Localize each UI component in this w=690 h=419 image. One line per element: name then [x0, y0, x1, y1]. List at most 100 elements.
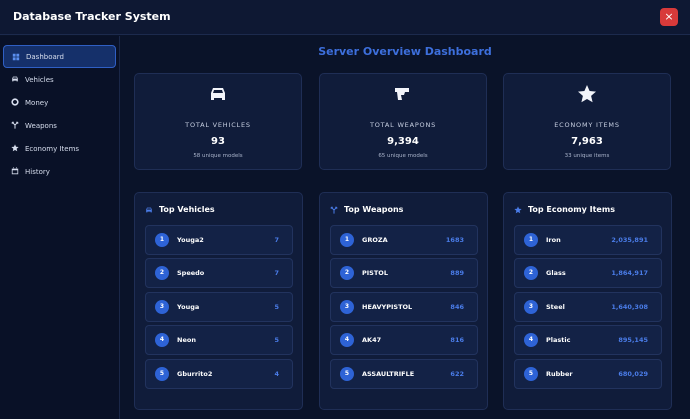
item-value: 5	[274, 336, 279, 345]
rank-badge: 3	[524, 299, 538, 314]
item-name: Youga2	[177, 236, 204, 244]
close-button[interactable]: ×	[660, 8, 678, 26]
item-name: Rubber	[546, 369, 573, 378]
nav-item[interactable]: History	[3, 160, 116, 183]
stat-label: TOTAL VEHICLES	[185, 121, 251, 129]
icon-shape	[11, 98, 19, 106]
rank-badge: 4	[340, 333, 354, 348]
stat-value: 93	[211, 136, 225, 147]
icon-shape	[11, 121, 19, 129]
item-value: 1,864,917	[611, 269, 648, 278]
list-row: 2 PISTOL 889	[330, 258, 478, 289]
icon-shape	[395, 88, 409, 100]
list-row: 3 HEAVYPISTOL 846	[330, 291, 478, 322]
stat-value: 9,394	[387, 136, 419, 147]
icon-shape	[12, 53, 20, 61]
item-name: Speedo	[177, 269, 205, 278]
item-name: Glass	[546, 269, 566, 278]
icon-shape	[211, 88, 225, 100]
list-row: 1 Youga2 7	[145, 225, 293, 255]
nav-item[interactable]: Money	[3, 91, 116, 114]
rank-badge: 5	[155, 366, 169, 381]
list-row: 1 Iron 2,035,891	[514, 225, 662, 255]
item-value: 4	[274, 369, 279, 378]
header: Database Tracker System ×	[0, 0, 690, 35]
item-name: PISTOL	[362, 269, 388, 278]
stat-subtext: 33 unique items	[564, 153, 610, 159]
list-row: 3 Youga 5	[145, 291, 293, 322]
item-name: Iron	[546, 236, 561, 244]
rank-badge: 3	[155, 299, 169, 314]
list-row: 5 ASSAULTRIFLE 622	[330, 358, 478, 389]
stat-card: ECONOMY ITEMS 7,963 33 unique items	[503, 73, 671, 170]
nav-label: Weapons	[25, 121, 57, 130]
icon	[330, 206, 338, 214]
icon	[11, 121, 19, 129]
rank-badge: 2	[340, 266, 354, 281]
icon-shape	[146, 207, 152, 213]
nav-item[interactable]: Weapons	[3, 114, 116, 137]
top-list-card: Top Vehicles 1 Youga2 7 2 Speedo 7 3 Youga 5 4 Neon…	[134, 192, 303, 410]
icon	[578, 85, 596, 103]
item-value: 622	[450, 369, 464, 378]
icon	[514, 206, 522, 214]
item-name: Plastic	[546, 336, 571, 345]
item-value: 2,035,891	[611, 236, 648, 244]
item-value: 7	[274, 236, 279, 244]
stat-card: TOTAL VEHICLES 93 58 unique models	[134, 73, 302, 170]
item-name: GROZA	[362, 236, 388, 244]
rank-badge: 4	[155, 333, 169, 348]
item-name: Neon	[177, 336, 196, 345]
list-row: 3 Steel 1,640,308	[514, 291, 662, 322]
rank-badge: 3	[340, 299, 354, 314]
list-row: 5 Gburrito2 4	[145, 358, 293, 389]
top-list-card: Top Weapons 1 GROZA 1683 2 PISTOL 889 3 HEAVYPIS…	[319, 192, 488, 410]
list-row: 4 Neon 5	[145, 325, 293, 356]
list-row: 2 Speedo 7	[145, 258, 293, 289]
stat-value: 7,963	[571, 136, 603, 147]
item-name: ASSAULTRIFLE	[362, 369, 415, 378]
item-value: 5	[274, 302, 279, 311]
list-title: Top Economy Items	[528, 205, 615, 214]
item-value: 816	[450, 336, 464, 345]
top-list-card: Top Economy Items 1 Iron 2,035,891 2 Glass 1,8…	[503, 192, 672, 410]
icon-shape	[11, 167, 19, 175]
stat-label: TOTAL WEAPONS	[369, 121, 437, 129]
stat-subtext: 58 unique models	[193, 153, 243, 159]
sidebar: Dashboard Vehicles Money Weapons Economy Ite…	[0, 36, 120, 419]
list-row: 4 AK47 816	[330, 325, 478, 356]
icon-shape	[11, 144, 19, 152]
nav-label: Dashboard	[26, 52, 64, 61]
nav-item[interactable]: Dashboard	[3, 45, 116, 68]
nav-item[interactable]: Vehicles	[3, 68, 116, 91]
item-value: 895,145	[618, 336, 648, 345]
icon	[395, 88, 409, 100]
dashboard-title: Server Overview Dashboard	[318, 45, 492, 58]
stat-subtext: 65 unique models	[378, 153, 428, 159]
list-row: 1 GROZA 1683	[330, 225, 478, 255]
stat-label: ECONOMY ITEMS	[554, 121, 620, 129]
list-title: Top Vehicles	[159, 205, 215, 214]
list-row: 2 Glass 1,864,917	[514, 258, 662, 289]
item-value: 7	[274, 269, 279, 278]
rank-badge: 4	[524, 333, 538, 348]
item-name: Steel	[546, 302, 565, 311]
icon	[11, 144, 19, 152]
stat-card: TOTAL WEAPONS 9,394 65 unique models	[319, 73, 487, 170]
item-value: 680,029	[618, 369, 648, 378]
rank-badge: 2	[524, 266, 538, 281]
app-title: Database Tracker System	[13, 10, 171, 23]
nav-item[interactable]: Economy Items	[3, 137, 116, 160]
rank-badge: 1	[524, 233, 538, 247]
nav-label: Vehicles	[25, 75, 54, 84]
item-value: 1,640,308	[611, 302, 648, 311]
list-title: Top Weapons	[344, 205, 404, 214]
nav-label: Economy Items	[25, 144, 80, 153]
nav-label: History	[25, 167, 50, 176]
rank-badge: 2	[155, 266, 169, 281]
item-name: HEAVYPISTOL	[362, 302, 413, 311]
item-value: 889	[450, 269, 464, 278]
item-name: AK47	[362, 336, 382, 345]
